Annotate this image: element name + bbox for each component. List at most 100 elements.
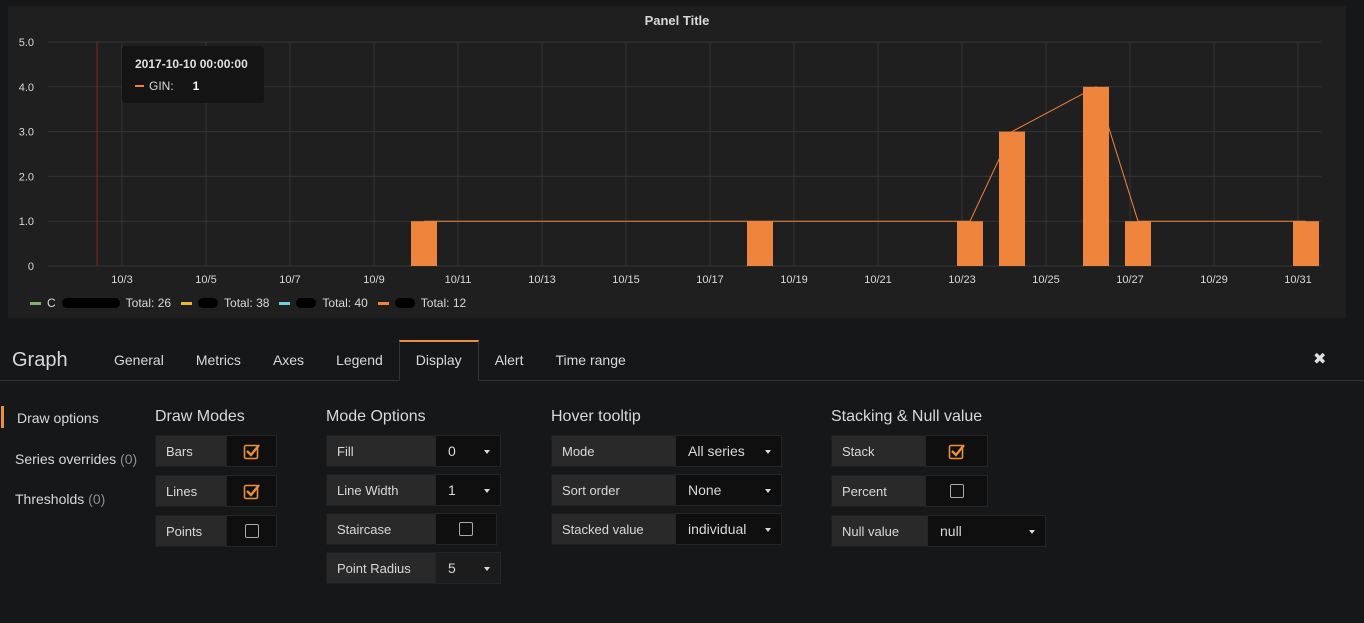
- side-nav-thresholds[interactable]: Thresholds (0): [15, 491, 105, 507]
- panel-title[interactable]: Panel Title: [644, 13, 710, 28]
- bars-checkbox[interactable]: [226, 435, 277, 467]
- null-value-select[interactable]: null: [927, 515, 1046, 547]
- legend-item[interactable]: C Total: 26: [30, 296, 171, 310]
- side-nav-label: Thresholds: [15, 491, 85, 507]
- redacted-series-name: [61, 298, 120, 308]
- check-icon: [243, 444, 260, 460]
- bar-mark: [1125, 221, 1151, 266]
- tab-alert[interactable]: Alert: [494, 352, 524, 368]
- bar-mark: [747, 221, 773, 266]
- point-radius-select[interactable]: 5: [435, 552, 501, 584]
- caret-down-icon: [765, 489, 771, 493]
- points-checkbox[interactable]: [226, 515, 277, 547]
- tooltip-series-row: GIN: 1: [135, 79, 199, 93]
- side-nav-series-overrides[interactable]: Series overrides (0): [15, 451, 137, 467]
- graph-panel: Panel Title 5.0 4.0 3.0 2.0 1.0 0 10/3 10/5 10/7…: [8, 6, 1346, 318]
- redacted-series-name: [394, 298, 415, 308]
- lines-checkbox[interactable]: [226, 475, 277, 507]
- tooltip-time: 2017-10-10 00:00:00: [135, 57, 248, 71]
- x-tick-label: 10/7: [279, 274, 300, 286]
- x-tick-label: 10/21: [864, 274, 892, 286]
- series-line: [424, 86, 1306, 222]
- y-tick-label: 5.0: [19, 37, 34, 49]
- legend-total: Total: 26: [125, 296, 172, 310]
- redacted-series-name: [198, 298, 219, 308]
- tooltip-series-swatch: [135, 85, 144, 87]
- x-tick-label: 10/17: [696, 274, 724, 286]
- graph-chart[interactable]: 5.0 4.0 3.0 2.0 1.0 0 10/3 10/5 10/7 10/9 10/11 10/…: [8, 6, 1346, 318]
- lines-label: Lines: [155, 475, 227, 507]
- bar-mark: [1083, 86, 1109, 266]
- x-tick-label: 10/15: [612, 274, 640, 286]
- x-tick-label: 10/3: [111, 274, 132, 286]
- x-tick-label: 10/29: [1200, 274, 1228, 286]
- check-icon: [243, 484, 260, 500]
- tooltip-mode-value: All series: [688, 443, 745, 459]
- tab-legend[interactable]: Legend: [336, 352, 383, 368]
- x-tick-label: 10/25: [1032, 274, 1060, 286]
- stack-checkbox[interactable]: [925, 435, 988, 467]
- null-value-value: null: [940, 523, 962, 539]
- checkbox-unchecked-icon: [459, 522, 473, 536]
- redacted-series-name: [296, 298, 317, 308]
- point-radius-label: Point Radius: [326, 552, 436, 584]
- side-nav-active-marker: [1, 406, 4, 428]
- side-nav-draw-options[interactable]: Draw options: [17, 410, 99, 426]
- side-nav-label: Series overrides: [15, 451, 117, 467]
- x-tick-label: 10/9: [363, 274, 384, 286]
- line-width-label: Line Width: [326, 474, 436, 506]
- tab-general[interactable]: General: [114, 352, 164, 368]
- fill-value: 0: [448, 443, 456, 459]
- bars-label: Bars: [155, 435, 227, 467]
- tooltip-mode-select[interactable]: All series: [675, 435, 782, 467]
- tooltip-series-name: GIN:: [149, 79, 174, 93]
- sort-order-select[interactable]: None: [675, 474, 782, 506]
- x-tick-label: 10/23: [948, 274, 976, 286]
- stack-label: Stack: [831, 435, 926, 467]
- legend-series-name: C: [47, 296, 56, 310]
- sort-order-label: Sort order: [551, 474, 676, 506]
- caret-down-icon: [484, 489, 490, 493]
- tab-display[interactable]: Display: [398, 340, 479, 381]
- tab-time-range[interactable]: Time range: [555, 352, 626, 368]
- side-nav-count: (0): [120, 451, 138, 467]
- x-tick-label: 10/5: [195, 274, 216, 286]
- sort-order-value: None: [688, 482, 722, 498]
- check-icon: [948, 444, 965, 460]
- stacked-value-select[interactable]: individual: [675, 513, 782, 545]
- x-tick-label: 10/19: [780, 274, 808, 286]
- caret-down-icon: [765, 450, 771, 454]
- x-tick-label: 10/11: [445, 274, 472, 286]
- editor-title: Graph: [12, 349, 68, 371]
- x-tick-label: 10/31: [1284, 274, 1312, 286]
- fill-select[interactable]: 0: [435, 435, 501, 467]
- legend-item[interactable]: Total: 40: [279, 296, 368, 310]
- legend-total: Total: 12: [420, 296, 467, 310]
- tooltip-series-value: 1: [192, 79, 200, 93]
- percent-label: Percent: [831, 475, 926, 507]
- staircase-label: Staircase: [326, 513, 436, 545]
- checkbox-unchecked-icon: [949, 484, 964, 498]
- legend-item[interactable]: Total: 12: [377, 296, 467, 310]
- tab-axes[interactable]: Axes: [272, 352, 305, 368]
- staircase-checkbox[interactable]: [435, 513, 497, 545]
- close-icon[interactable]: ✖: [1313, 351, 1327, 368]
- line-width-select[interactable]: 1: [435, 474, 501, 506]
- panel-editor-header: Graph General Metrics Axes Legend Displa…: [0, 340, 1364, 381]
- mode-options-title: Mode Options: [326, 408, 426, 425]
- legend-swatch: [377, 301, 389, 305]
- draw-modes-title: Draw Modes: [155, 408, 245, 425]
- y-tick-label: 4.0: [19, 82, 34, 94]
- percent-checkbox[interactable]: [925, 475, 988, 507]
- points-label: Points: [155, 515, 227, 547]
- caret-down-icon: [484, 567, 490, 571]
- hover-tooltip: 2017-10-10 00:00:00 GIN: 1: [122, 46, 264, 103]
- x-tick-label: 10/13: [528, 274, 556, 286]
- stacking-title: Stacking & Null value: [831, 408, 983, 425]
- legend-total: Total: 38: [224, 296, 270, 310]
- legend-item[interactable]: Total: 38: [181, 296, 269, 310]
- legend-swatch: [30, 301, 41, 305]
- tab-metrics[interactable]: Metrics: [195, 352, 241, 368]
- null-value-label: Null value: [831, 515, 928, 547]
- y-tick-label: 3.0: [19, 127, 34, 139]
